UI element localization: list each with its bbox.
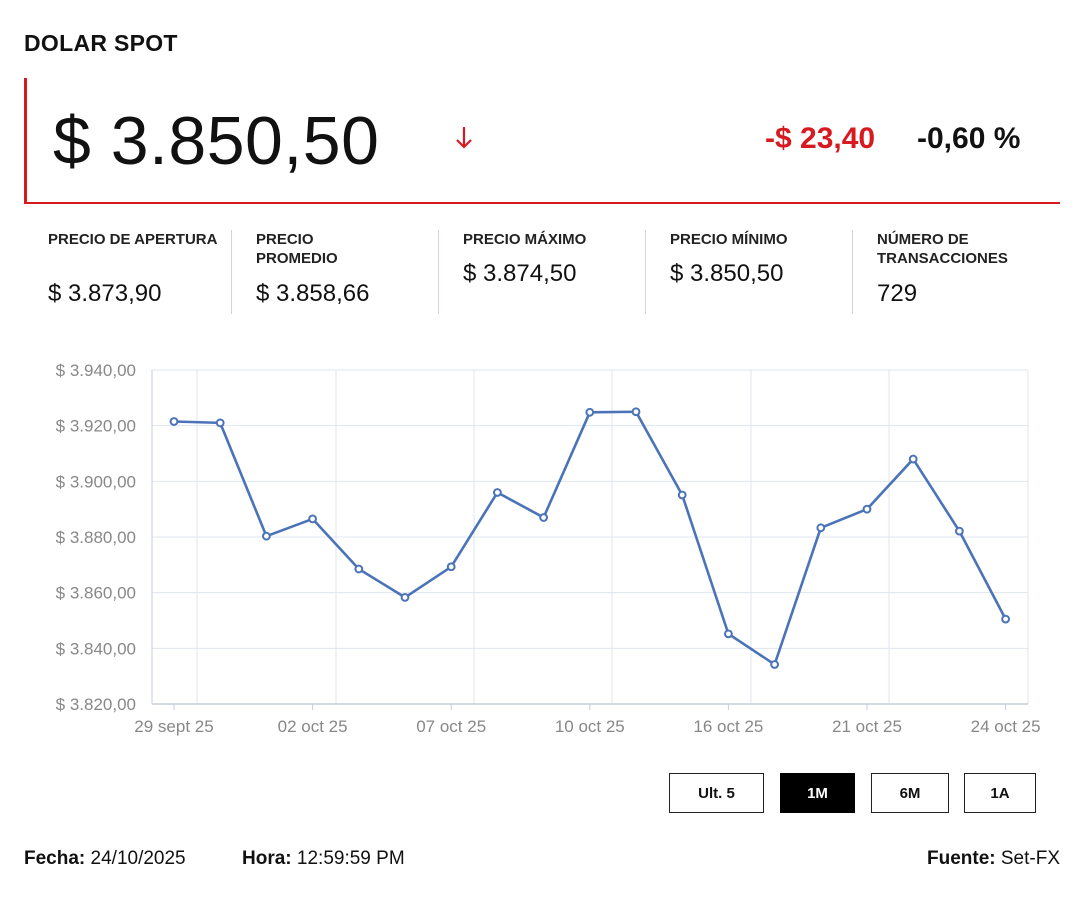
arrow-down-icon bbox=[456, 127, 472, 149]
data-point bbox=[585, 407, 595, 417]
data-point bbox=[308, 514, 318, 524]
data-point bbox=[169, 417, 179, 426]
x-tick-label: 02 oct 25 bbox=[278, 717, 348, 736]
x-tick-label: 29 sept 25 bbox=[134, 717, 213, 736]
time-value: 12:59:59 PM bbox=[296, 848, 405, 869]
stat-label: PRECIO MÍNIMO bbox=[670, 231, 788, 248]
data-point bbox=[262, 531, 271, 541]
data-point bbox=[354, 564, 364, 574]
stat-label: PRECIO PROMEDIO bbox=[256, 231, 338, 267]
date-value: 24/10/2025 bbox=[90, 848, 186, 869]
stat-value: $ 3.858,66 bbox=[256, 280, 370, 307]
price-change: -$ 23,40 bbox=[765, 122, 876, 155]
data-point bbox=[677, 490, 687, 500]
y-tick-label: $ 3.880,00 bbox=[56, 528, 136, 547]
data-point bbox=[908, 454, 918, 464]
x-tick-label: 24 oct 25 bbox=[971, 717, 1041, 736]
y-tick-label: $ 3.860,00 bbox=[56, 584, 136, 603]
current-price: $ 3.850,50 bbox=[53, 103, 380, 179]
x-tick-label: 21 oct 25 bbox=[832, 717, 902, 736]
stat-value: 729 bbox=[877, 280, 918, 307]
footer-time: Hora: 12:59:59 PM bbox=[242, 848, 405, 870]
stat-transactions: NÚMERO DE TRANSACCIONES 729 bbox=[852, 230, 1059, 314]
data-point bbox=[1001, 614, 1010, 624]
price-line-chart: $ 3.940,00 $ 3.920,00 $ 3.900,00 $ 3.880,00… bbox=[56, 361, 1041, 736]
x-tick-label: 16 oct 25 bbox=[693, 717, 763, 736]
range-button-1a[interactable]: 1A bbox=[964, 773, 1036, 813]
stats-row: PRECIO DE APERTURA $ 3.873,90 PRECIO PRO… bbox=[24, 230, 1060, 314]
source-label: Fuente: bbox=[926, 848, 996, 869]
x-tick-label: 10 oct 25 bbox=[555, 717, 625, 736]
page-title: DOLAR SPOT bbox=[24, 30, 178, 56]
data-point bbox=[816, 523, 826, 533]
y-tick-label: $ 3.900,00 bbox=[56, 472, 136, 491]
x-tick-label: 07 oct 25 bbox=[416, 717, 486, 736]
range-button-1m[interactable]: 1M bbox=[780, 773, 855, 813]
y-tick-label: $ 3.920,00 bbox=[56, 417, 136, 436]
source-value: Set-FX bbox=[1000, 848, 1060, 869]
price-change-percent: -0,60 % bbox=[917, 122, 1021, 155]
y-tick-label: $ 3.940,00 bbox=[56, 361, 136, 380]
data-point bbox=[862, 504, 872, 514]
stat-value: $ 3.874,50 bbox=[463, 260, 577, 287]
data-point bbox=[446, 562, 456, 572]
data-point bbox=[770, 660, 779, 669]
date-label: Fecha: bbox=[24, 848, 86, 869]
footer-date: Fecha: 24/10/2025 bbox=[24, 848, 186, 870]
data-point bbox=[955, 526, 964, 536]
data-point bbox=[400, 592, 410, 602]
range-button-6m[interactable]: 6M bbox=[871, 773, 949, 813]
range-button-last-5[interactable]: Ult. 5 bbox=[669, 773, 764, 813]
stat-label: NÚMERO DE TRANSACCIONES bbox=[877, 231, 1008, 267]
price-panel: $ 3.850,50 -$ 23,40 -0,60 % bbox=[24, 78, 1060, 204]
stat-average-price: PRECIO PROMEDIO $ 3.858,66 bbox=[231, 230, 438, 314]
stat-min-price: PRECIO MÍNIMO $ 3.850,50 bbox=[645, 230, 852, 314]
y-tick-label: $ 3.840,00 bbox=[56, 639, 136, 658]
data-point bbox=[724, 629, 733, 639]
stat-max-price: PRECIO MÁXIMO $ 3.874,50 bbox=[438, 230, 645, 314]
stat-opening-price: PRECIO DE APERTURA $ 3.873,90 bbox=[24, 230, 231, 314]
data-point bbox=[631, 407, 641, 417]
footer-source: Fuente: Set-FX bbox=[927, 848, 1060, 870]
series-line bbox=[173, 410, 1007, 666]
y-tick-label: $ 3.820,00 bbox=[56, 695, 136, 714]
time-label: Hora: bbox=[242, 848, 292, 869]
stat-label: PRECIO DE APERTURA bbox=[48, 231, 218, 248]
stat-value: $ 3.873,90 bbox=[48, 280, 162, 307]
stat-value: $ 3.850,50 bbox=[670, 260, 784, 287]
data-point bbox=[215, 418, 225, 428]
stat-label: PRECIO MÁXIMO bbox=[463, 231, 587, 248]
data-point bbox=[493, 488, 502, 497]
data-point bbox=[539, 513, 548, 522]
